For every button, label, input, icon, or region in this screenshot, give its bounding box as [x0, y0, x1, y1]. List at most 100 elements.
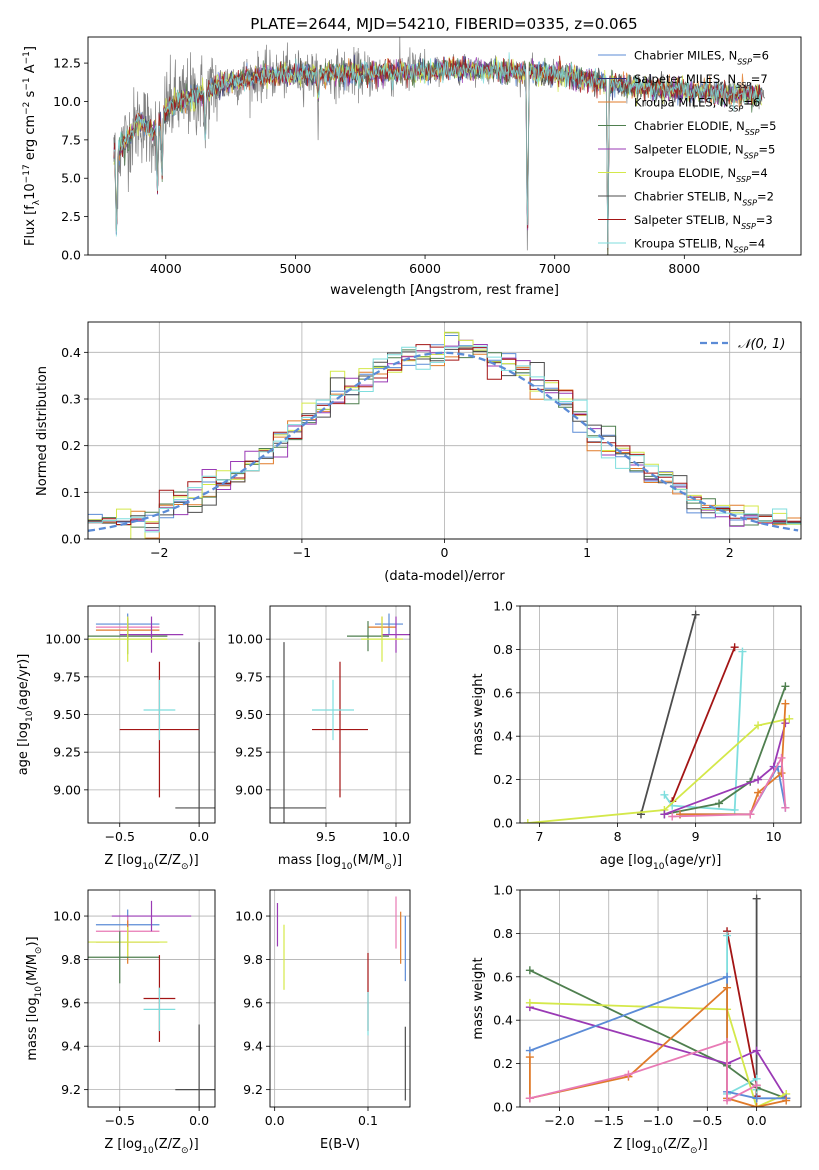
y-tick-label: 5.0: [61, 171, 81, 186]
legend-entry: Kroupa ELODIE, NSSP=4: [634, 166, 768, 184]
y-axis-label-part: )]: [25, 936, 40, 946]
weight-point-marker: [723, 1096, 732, 1105]
legend-entry-label: Salpeter ELODIE, N: [634, 143, 744, 157]
plot-frame: [269, 889, 411, 1108]
weight-series-line: [726, 931, 758, 1097]
legend-entry-sub: SSP: [736, 81, 751, 90]
weight-point-marker: [782, 1096, 791, 1105]
x-axis-label-part: 10: [142, 862, 154, 872]
y-tick-label: 0.2: [493, 1056, 513, 1071]
plot-frame: [269, 605, 411, 824]
y-axis-label-part: (M/M: [25, 954, 40, 986]
legend-entry-label: Kroupa STELIB, N: [634, 237, 734, 251]
x-axis-label-part: Z [log: [104, 853, 142, 868]
x-axis-label-part: age [log: [600, 853, 653, 868]
y-tick-label: 9.6: [243, 995, 263, 1010]
y-tick-label: 0.6: [493, 969, 513, 984]
y-tick-label: 12.5: [53, 56, 81, 71]
weight-series-line: [672, 754, 787, 818]
plot-frame: [519, 605, 802, 824]
y-tick-label: 10.0: [53, 94, 81, 109]
y-axis-label-part: 10: [34, 986, 44, 998]
y-tick-label: 9.25: [235, 745, 263, 760]
x-axis-label-part: 10: [653, 862, 665, 872]
x-axis-label-part: )]: [698, 1137, 708, 1152]
x-tick-label: 0.0: [189, 1113, 209, 1128]
gaussian-curve: [88, 351, 799, 532]
legend-entry: Kroupa STELIB, NSSP=4: [634, 237, 765, 255]
weight-point-marker: [754, 721, 763, 730]
weight-point-marker: [730, 805, 739, 814]
weight-point-marker: [785, 714, 794, 723]
y-axis-label-part: (age/yr)]: [16, 654, 31, 711]
x-tick-label: 8: [614, 829, 622, 844]
x-tick-label: 0.0: [265, 1113, 285, 1128]
x-axis-label-part: (Z/Z: [154, 1137, 181, 1152]
x-tick-label: 9.5: [316, 829, 336, 844]
x-tick-label: −0.5: [105, 829, 135, 844]
mass-vs-ebv-plot-area: [276, 896, 406, 1101]
y-axis-label: age [log10(age/yr)]: [16, 654, 35, 776]
legend-entry-sub: SSP: [729, 104, 744, 113]
x-tick-label: −2: [150, 545, 168, 560]
x-axis-label: E(B-V): [320, 1137, 360, 1152]
weight-point-marker: [752, 894, 761, 903]
x-tick-label: 6000: [409, 261, 441, 276]
weight-point-marker: [525, 966, 534, 975]
x-tick-label: 2: [726, 545, 734, 560]
figure-title: PLATE=2644, MJD=54210, FIBERID=0335, z=0…: [250, 15, 637, 33]
x-axis-label-part: ⊙: [690, 1146, 698, 1156]
legend-entry-sub: SSP: [737, 57, 752, 66]
x-tick-label: 0: [441, 545, 449, 560]
y-axis-label-part: −1: [22, 51, 32, 64]
x-tick-label: 8000: [668, 261, 700, 276]
plot-frame: [519, 889, 802, 1108]
x-tick-label: 9: [692, 829, 700, 844]
y-tick-label: 9.6: [61, 995, 81, 1010]
legend-entry: Salpeter ELODIE, NSSP=5: [634, 143, 775, 161]
age-vs-mass-panel: 9.5 10.0 9.00 9.25 9.50 9.75 10.00 mass [log10(…: [227, 605, 411, 872]
legend-entry-label: Salpeter MILES, N: [634, 72, 736, 86]
x-axis-label: mass [log10(M/M⊙)]: [278, 853, 402, 872]
weight-point-marker: [730, 643, 739, 652]
y-tick-label: 0.6: [493, 685, 513, 700]
x-axis-label-part: )]: [189, 1137, 199, 1152]
x-tick-label: 5000: [280, 261, 312, 276]
y-tick-label: 9.25: [53, 745, 81, 760]
y-axis-label-part: mass [log: [25, 997, 40, 1060]
plot-frame: [87, 605, 216, 824]
plot-frame: [87, 889, 216, 1108]
x-tick-label: 7000: [539, 261, 571, 276]
weight-point-marker: [715, 799, 724, 808]
y-axis-label-part: A: [23, 64, 38, 77]
y-tick-label: 1.0: [493, 883, 513, 898]
age-vs-mass-plot-area: [270, 613, 410, 823]
x-tick-label: 7: [536, 829, 544, 844]
x-axis-label: Z [log10(Z/Z⊙)]: [613, 1137, 707, 1156]
legend-entry-count: =6: [743, 96, 760, 110]
y-tick-label: 9.4: [61, 1039, 81, 1054]
x-tick-label: 4000: [150, 261, 182, 276]
y-tick-label: 0.2: [493, 772, 513, 787]
weight-point-marker: [781, 719, 790, 728]
weight-series-line: [664, 685, 787, 816]
weight-series-line: [527, 717, 790, 823]
x-axis-label-part: (Z/Z: [154, 853, 181, 868]
y-tick-label: 0.3: [61, 392, 81, 407]
weight-point-marker: [525, 998, 534, 1007]
y-tick-label: 0.0: [493, 816, 513, 831]
gaussian-legend-label: 𝒩(0, 1): [738, 337, 785, 352]
y-tick-label: 0.8: [493, 642, 513, 657]
x-axis-label-part: Z [log: [613, 1137, 651, 1152]
legend-entry-sub: SSP: [736, 175, 751, 184]
weight-series-line: [726, 935, 758, 1096]
weight-vs-Z-panel: −2.0 −1.5 −1.0 −0.5 0.0 0.0 0.2 0.4 0.6 0.8 1.0 Z […: [471, 883, 802, 1156]
y-axis-label-part: s: [23, 90, 38, 101]
x-axis-label-part: 10: [651, 1146, 663, 1156]
weight-point-marker: [723, 983, 732, 992]
spectrum-model-line: [113, 52, 763, 249]
x-tick-label: −1: [293, 545, 311, 560]
y-tick-label: 0.0: [61, 532, 81, 547]
